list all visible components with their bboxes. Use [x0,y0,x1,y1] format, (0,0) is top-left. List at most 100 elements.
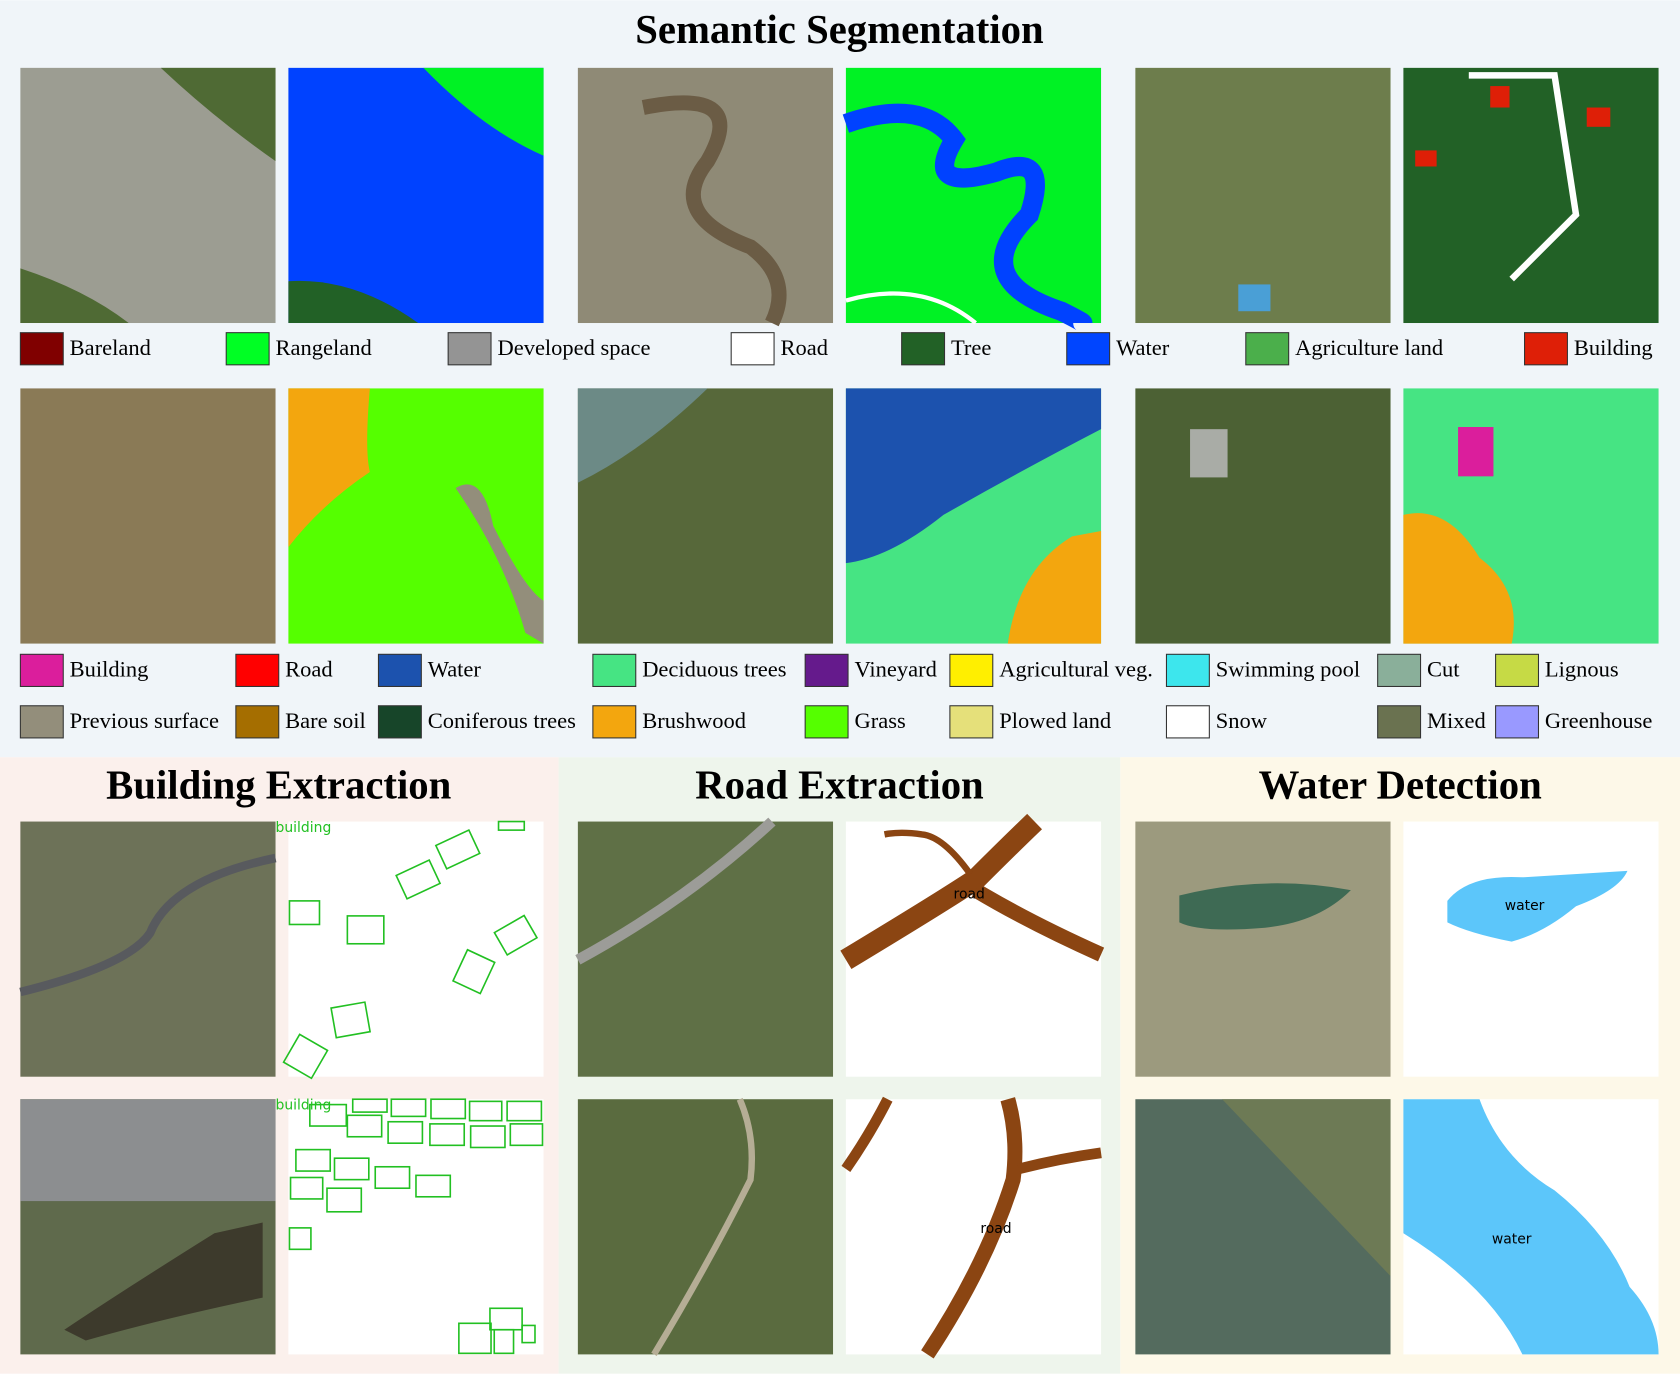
legend-label: Coniferous trees [428,708,576,733]
image-row: road road [575,813,1105,1359]
legend-swatch [592,653,637,687]
aerial-image [577,821,834,1077]
legends: Bareland Rangeland Developed space Road Tree… [19,332,1653,739]
mask-region [1403,513,1514,644]
image-detail [575,817,776,965]
image-detail [1238,284,1271,312]
legend-label: Road [285,657,333,682]
mask-region [1468,72,1580,282]
legend-label: Grass [854,708,905,733]
legend-label: Brushwood [642,708,746,733]
legend-label: Tree [951,335,991,360]
legend-label: Plowed land [999,708,1111,733]
mask-label: building [276,820,332,836]
legend-swatch [235,653,280,687]
aerial-image [1135,388,1391,644]
road-mask [840,813,1043,970]
mask-region [423,67,544,156]
image-detail [1179,883,1351,930]
legend-swatch [1066,332,1111,366]
mask-region [288,280,419,324]
legend-swatch [804,653,849,687]
legend-swatch [19,332,64,366]
mask-image [845,821,1102,1077]
image-detail [19,853,277,997]
mask-label: road [954,886,985,902]
mask-label: water [1492,1232,1532,1248]
image-detail [20,67,276,324]
aerial-image [20,388,276,644]
mask-region [842,103,1093,333]
image-detail [651,1097,755,1357]
legend-swatch [804,705,849,739]
road-mask [1017,1147,1102,1175]
legend-swatch [1165,705,1210,739]
aerial-image [20,821,276,1077]
legend-label: Water [1116,335,1170,360]
mask-image [288,821,544,1077]
mask-image [1403,821,1659,1077]
section-title: Building Extraction [106,763,452,808]
mask-region [1490,86,1510,108]
image-detail [20,1099,276,1202]
image-row [20,67,1659,333]
mask-region [1415,150,1437,167]
water-mask [1403,1099,1659,1355]
legend-label: Bareland [70,335,151,360]
mask-image [845,1099,1102,1355]
legend-swatch [1165,653,1210,687]
image-row [20,388,1659,644]
legend-swatch [377,705,422,739]
legend-label: Rangeland [276,335,372,360]
section-title: Water Detection [1259,763,1542,808]
road-mask [971,883,1105,962]
mask-region [845,388,1102,564]
legend-swatch [1495,705,1540,739]
legend-swatch [1495,653,1540,687]
aerial-image [1135,821,1391,1077]
section-title: Road Extraction [695,763,984,808]
image-detail [1135,1099,1391,1277]
legend-swatch [592,705,637,739]
building-boxes [288,1098,544,1355]
legend-swatch [377,653,422,687]
image-row: water water [1135,821,1659,1355]
mask-region [1007,531,1102,644]
mask-label: building [276,1098,332,1114]
legend-label: Building [1574,335,1653,360]
mask-region [288,388,370,548]
legend-swatch [949,705,994,739]
legend-swatch [1377,653,1422,687]
legend-label: Building [70,657,149,682]
road-mask [841,1096,893,1172]
road-mask [883,829,973,876]
legend-swatch [1377,705,1422,739]
legend-swatch [730,332,775,366]
legend-swatch [1245,332,1290,366]
legend-label: Agricultural veg. [999,657,1153,682]
legend-swatch [19,653,64,687]
legend-label: Bare soil [285,708,366,733]
aerial-image [577,1099,834,1355]
legend-label: Developed space [497,335,650,360]
legend-swatch [235,705,280,739]
image-detail [64,1222,263,1341]
aerial-image [1135,67,1391,324]
legend-label: Water [428,657,482,682]
legend-label: Vineyard [854,657,936,682]
mask-region [1586,107,1611,127]
legend-label: Deciduous trees [642,657,786,682]
mask-image [288,1099,544,1355]
road-mask [921,1097,1023,1359]
legend-label: Greenhouse [1545,708,1652,733]
section-bg [0,0,1680,758]
mask-region [1458,427,1494,477]
mask-region [455,484,544,644]
legend-label: Swimming pool [1216,657,1360,682]
legend-label: Agriculture land [1295,335,1443,360]
legend-label: Previous surface [70,708,219,733]
image-row: building building [19,820,544,1355]
image-detail [641,95,787,327]
building-boxes [282,820,539,1080]
